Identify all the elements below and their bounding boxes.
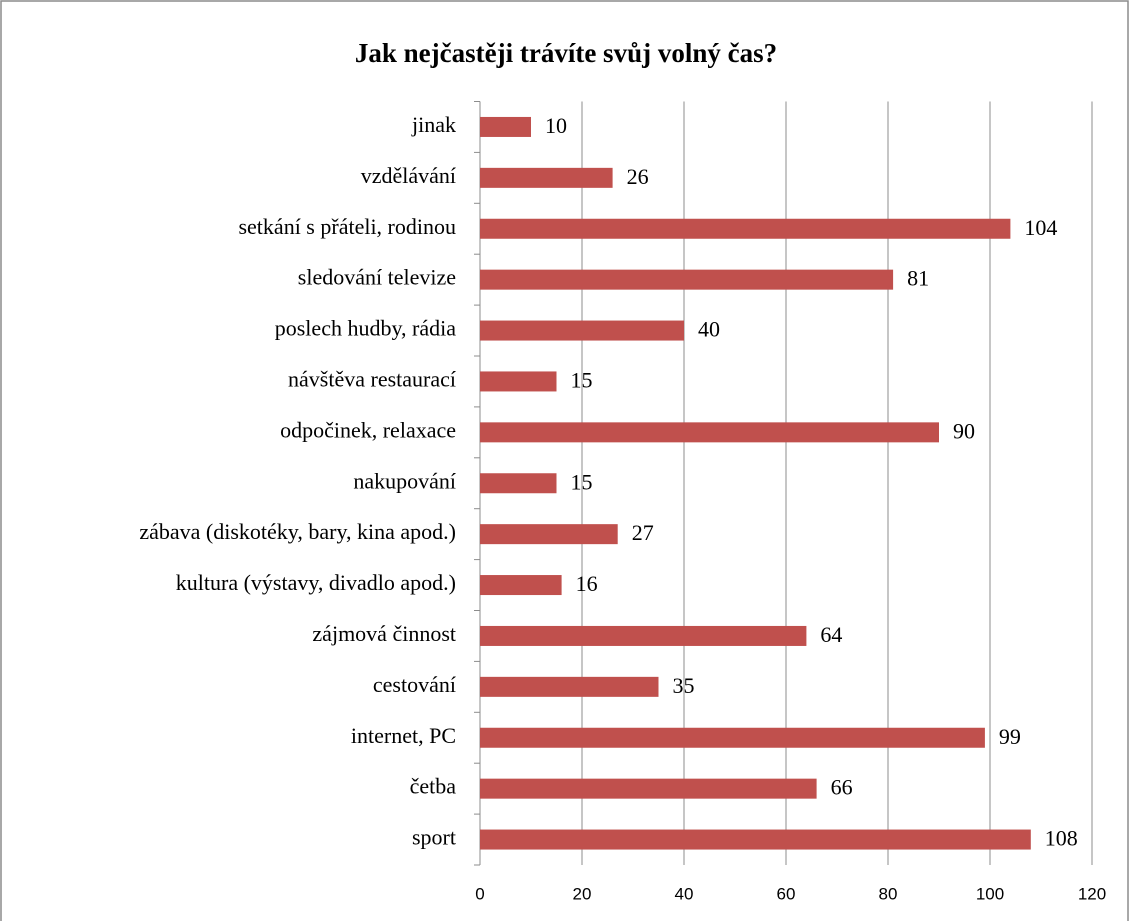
value-label: 81: [907, 266, 929, 291]
y-tick-label: odpočinek, relaxace: [280, 417, 456, 442]
bar: [480, 269, 894, 290]
bar: [480, 829, 1031, 850]
value-label: 10: [545, 113, 567, 138]
x-tick-label: 40: [675, 884, 694, 903]
bar: [480, 676, 659, 697]
value-label: 108: [1045, 826, 1078, 851]
x-tick-label: 120: [1078, 884, 1106, 903]
value-label: 99: [999, 724, 1021, 749]
bar: [480, 422, 939, 443]
value-label: 27: [632, 520, 654, 545]
value-label: 16: [576, 571, 598, 596]
bar: [480, 167, 613, 188]
y-tick-label: návštěva restaurací: [288, 366, 456, 391]
y-tick-label: nakupování: [353, 468, 456, 493]
y-tick-label: vzdělávání: [361, 163, 456, 188]
bar: [480, 320, 684, 341]
y-tick-label: poslech hudby, rádia: [275, 316, 456, 341]
y-tick-label: setkání s přáteli, rodinou: [238, 214, 456, 239]
bar: [480, 727, 985, 748]
y-tick-label: četba: [410, 774, 457, 799]
x-tick-label: 100: [976, 884, 1004, 903]
y-tick-label: jinak: [411, 112, 456, 137]
y-tick-label: zábava (diskotéky, bary, kina apod.): [139, 519, 456, 544]
y-tick-label: sledování televize: [298, 265, 456, 290]
bar: [480, 371, 557, 392]
value-label: 26: [627, 164, 649, 189]
value-label: 104: [1024, 215, 1057, 240]
bar: [480, 778, 817, 799]
bar: [480, 473, 557, 494]
bar: [480, 625, 807, 646]
x-tick-label: 80: [879, 884, 898, 903]
y-tick-label: cestování: [373, 672, 456, 697]
value-label: 15: [571, 469, 593, 494]
chart-title: Jak nejčastěji trávíte svůj volný čas?: [355, 38, 777, 68]
value-label: 40: [698, 317, 720, 342]
value-label: 90: [953, 418, 975, 443]
x-tick-label: 20: [573, 884, 592, 903]
y-tick-label: kultura (výstavy, divadlo apod.): [176, 570, 456, 595]
bar: [480, 116, 531, 137]
value-label: 64: [820, 622, 842, 647]
y-tick-label: zájmová činnost: [312, 621, 456, 646]
bar: [480, 218, 1011, 239]
bar: [480, 524, 618, 545]
y-tick-label: sport: [412, 825, 456, 850]
x-tick-label: 60: [777, 884, 796, 903]
value-label: 15: [571, 367, 593, 392]
value-label: 35: [673, 673, 695, 698]
y-tick-label: internet, PC: [351, 723, 456, 748]
value-label: 66: [831, 775, 853, 800]
x-tick-label: 0: [475, 884, 484, 903]
bar: [480, 575, 562, 596]
